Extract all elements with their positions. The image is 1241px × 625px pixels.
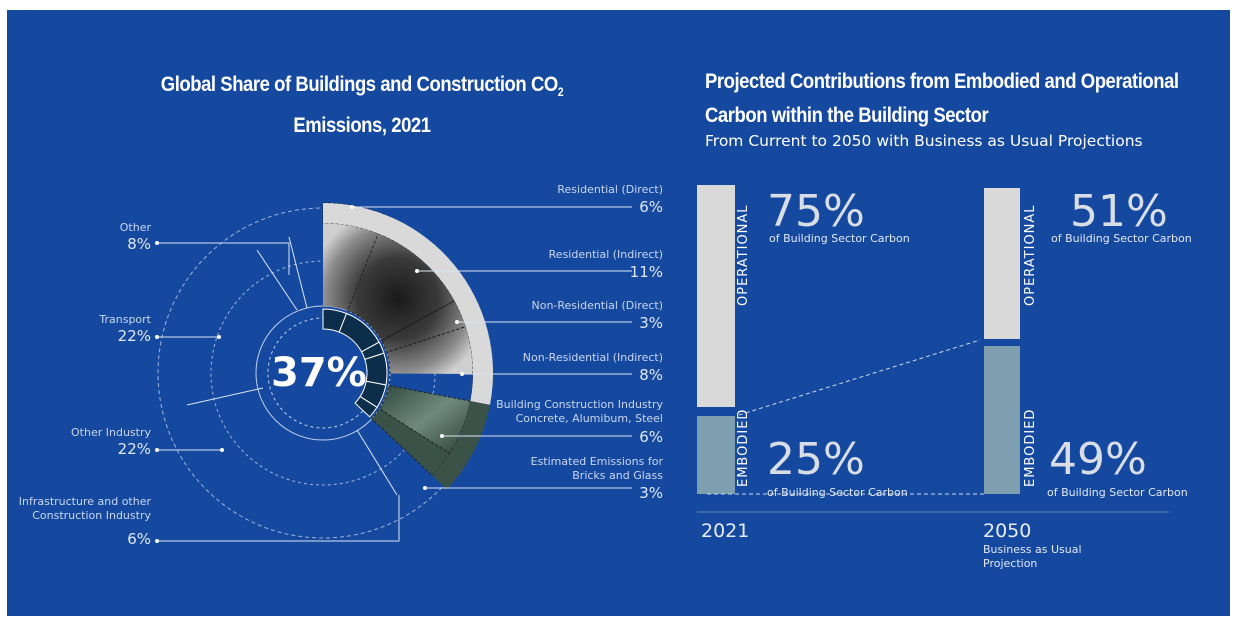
value-residential-indirect: 11%	[629, 263, 663, 281]
core-segment-6	[354, 395, 378, 418]
outer-leader-lines	[157, 206, 632, 542]
year-2050-note: Business as Usual Projection	[983, 543, 1082, 570]
value-residential-direct: 6%	[639, 198, 663, 216]
bar-2021-embodied	[697, 416, 735, 494]
stacked-bars	[697, 185, 1169, 513]
smoke-fill	[323, 223, 473, 375]
label-residential-indirect: Residential (Indirect)	[548, 248, 663, 261]
value-building-construction: 6%	[639, 428, 663, 446]
bar-2050-embodied	[984, 346, 1020, 494]
value-2050-embodied: 49%	[1049, 434, 1147, 485]
label-nonres-direct: Non-Residential (Direct)	[531, 299, 663, 312]
year-2050: 2050	[983, 520, 1032, 542]
label-operational-2021: OPERATIONAL	[736, 204, 751, 306]
value-nonres-direct: 3%	[639, 314, 663, 332]
value-bricks-glass: 3%	[639, 484, 663, 502]
infographic-panel: Global Share of Buildings and Constructi…	[7, 10, 1230, 616]
value-infrastructure: 6%	[127, 530, 151, 548]
label-nonres-indirect: Non-Residential (Indirect)	[522, 351, 663, 364]
value-2021-operational: 75%	[767, 186, 865, 237]
value-2050-operational: 51%	[1070, 186, 1168, 237]
label-embodied-2050: EMBODIED	[1023, 408, 1038, 487]
value-other: 8%	[127, 235, 151, 253]
caption-2021-embodied: of Building Sector Carbon	[767, 486, 908, 499]
label-other: Other	[119, 221, 151, 234]
label-residential-direct: Residential (Direct)	[557, 183, 663, 196]
right-chart-subtitle: From Current to 2050 with Business as Us…	[705, 132, 1143, 150]
bar-2021-operational	[697, 185, 735, 407]
label-operational-2050: OPERATIONAL	[1023, 204, 1038, 306]
caption-2021-operational: of Building Sector Carbon	[769, 232, 910, 245]
right-chart-title: Projected Contributions from Embodied an…	[705, 70, 1179, 127]
label-embodied-2021: EMBODIED	[736, 408, 751, 487]
value-2021-embodied: 25%	[767, 434, 865, 485]
label-transport: Transport	[99, 313, 151, 326]
leader-dots	[155, 205, 464, 543]
core-segment-4	[364, 352, 388, 386]
bar-2050-operational	[984, 188, 1020, 339]
label-bricks-glass: Estimated Emissions for Bricks and Glass	[530, 455, 663, 482]
sunburst-chart	[155, 185, 1169, 543]
label-building-construction: Building Construction Industry Concrete,…	[496, 398, 663, 425]
label-other-industry: Other Industry	[71, 426, 151, 439]
left-chart-title: Global Share of Buildings and Constructi…	[160, 73, 564, 138]
caption-2050-operational: of Building Sector Carbon	[1051, 232, 1192, 245]
outer-construction-band	[432, 401, 490, 490]
year-2021: 2021	[701, 520, 750, 542]
label-infrastructure: Infrastructure and other Construction In…	[18, 495, 151, 522]
outer-residential-band	[323, 203, 494, 405]
wedge-6	[371, 408, 451, 477]
value-transport: 22%	[117, 327, 151, 345]
caption-2050-embodied: of Building Sector Carbon	[1047, 486, 1188, 499]
center-value: 37%	[271, 350, 367, 396]
value-other-industry: 22%	[117, 440, 151, 458]
value-nonres-indirect: 8%	[639, 366, 663, 384]
